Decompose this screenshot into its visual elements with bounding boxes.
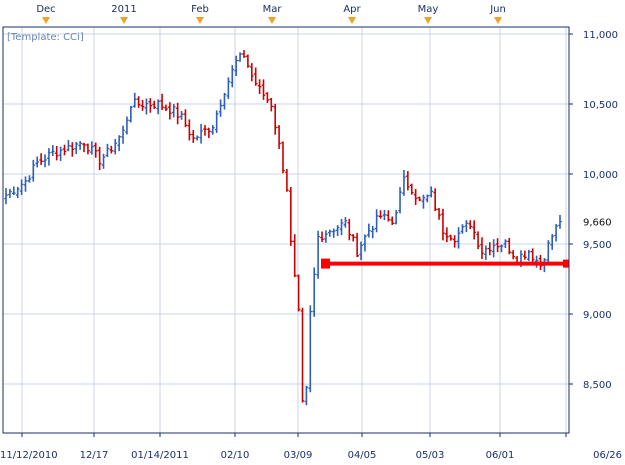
last-value-label: 9,660	[583, 218, 612, 229]
month-marker-label: Feb	[191, 4, 209, 15]
x-date-label: 12/17	[80, 450, 109, 461]
month-marker-icon	[120, 17, 128, 24]
y-tick-label: 10,500	[583, 100, 618, 111]
y-axis: 8,500 9,000 9,500 10,000 10,500 11,000	[569, 30, 618, 391]
x-date-label: 03/09	[284, 450, 313, 461]
y-tick-label: 8,500	[583, 380, 612, 391]
month-marker-icon	[42, 17, 50, 24]
month-marker-icon	[424, 17, 432, 24]
template-label: [Template: CCi]	[7, 32, 84, 43]
x-date-label: 04/05	[348, 450, 377, 461]
support-line-end-handle	[563, 259, 569, 268]
ohlc-series	[4, 50, 562, 406]
x-date-label: 02/10	[221, 450, 250, 461]
y-tick-label: 11,000	[583, 30, 618, 41]
month-marker-label: Mar	[263, 4, 283, 15]
last-value-badge	[570, 213, 612, 230]
month-marker-label: 2011	[111, 4, 136, 15]
support-line-start-handle	[321, 258, 330, 269]
annotations: 9,660	[321, 213, 612, 269]
month-marker-icon	[268, 17, 276, 24]
month-axis: Dec 2011 Feb Mar Apr May Jun	[36, 4, 506, 24]
grid-layer	[3, 27, 569, 433]
y-tick-label: 9,500	[583, 240, 612, 251]
x-date-label: 11/12/2010	[0, 450, 58, 461]
x-date-label: 06/01	[486, 450, 515, 461]
x-date-label: 05/03	[416, 450, 445, 461]
x-axis: 11/12/2010 12/17 01/14/2011 02/10 03/09 04/05…	[0, 433, 622, 461]
month-marker-icon	[196, 17, 204, 24]
y-tick-label: 10,000	[583, 170, 618, 181]
y-tick-label: 9,000	[583, 310, 612, 321]
month-marker-label: Dec	[36, 4, 55, 15]
x-date-label: 06/26	[593, 450, 622, 461]
month-marker-icon	[494, 17, 502, 24]
month-marker-icon	[348, 17, 356, 24]
month-marker-label: Jun	[489, 4, 506, 15]
month-marker-label: Apr	[343, 4, 361, 15]
x-date-label: 01/14/2011	[131, 450, 189, 461]
plot-frame	[2, 26, 570, 434]
month-marker-label: May	[418, 4, 439, 15]
